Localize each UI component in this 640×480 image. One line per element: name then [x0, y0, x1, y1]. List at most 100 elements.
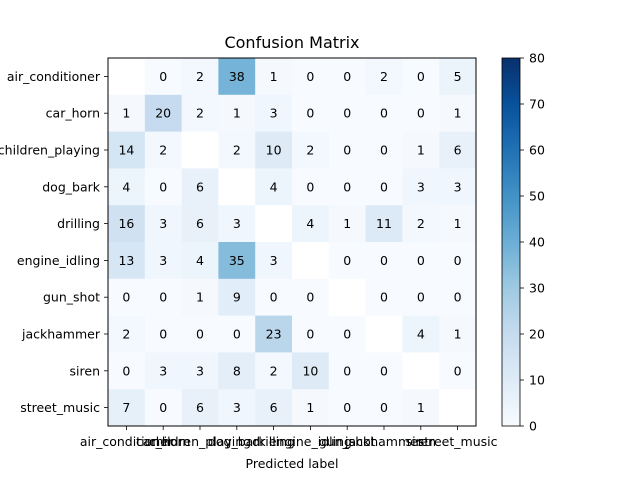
heatmap-cell	[365, 205, 403, 243]
heatmap-cell	[365, 278, 403, 316]
x-tick-label: gun_shot	[319, 434, 376, 449]
heatmap-cell	[365, 168, 403, 206]
heatmap-cell	[144, 352, 182, 390]
cell-value-label: 0	[454, 290, 462, 305]
cell-value-label: 1	[306, 400, 314, 415]
cell-value-label: 0	[380, 253, 388, 268]
cell-value-label: 0	[306, 179, 314, 194]
heatmap-cell	[402, 352, 440, 390]
cell-value-label: 0	[270, 290, 278, 305]
heatmap-cell	[108, 352, 146, 390]
heatmap-cell	[365, 58, 403, 96]
heatmap-cell	[292, 131, 330, 169]
heatmap-cell	[328, 315, 366, 353]
heatmap-cell	[328, 131, 366, 169]
cell-value-label: 0	[343, 400, 351, 415]
x-axis-label: Predicted label	[246, 456, 339, 471]
cell-value-label: 2	[159, 143, 167, 158]
heatmap-cell	[108, 58, 146, 96]
heatmap-cell	[255, 94, 293, 132]
cell-value-label: 35	[229, 253, 245, 268]
cell-value-label: 0	[417, 69, 425, 84]
heatmap-cell	[439, 389, 477, 427]
heatmap-cell	[144, 315, 182, 353]
chart-title: Confusion Matrix	[224, 33, 359, 52]
heatmap-cell	[292, 389, 330, 427]
cell-value-label: 3	[270, 106, 278, 121]
heatmap-cell	[365, 352, 403, 390]
cell-value-label: 2	[306, 143, 314, 158]
cell-value-label: 1	[417, 400, 425, 415]
cell-value-label: 2	[380, 69, 388, 84]
heatmap-cell	[218, 352, 256, 390]
cell-value-label: 0	[343, 106, 351, 121]
heatmap-cell	[439, 205, 477, 243]
heatmap-cell	[292, 58, 330, 96]
heatmap-cell	[328, 352, 366, 390]
heatmap-cell	[255, 58, 293, 96]
heatmap-cell	[365, 389, 403, 427]
heatmap-cell	[402, 58, 440, 96]
heatmap-cell	[108, 315, 146, 353]
cell-value-label: 0	[380, 400, 388, 415]
x-tick-label: jackhammer	[344, 434, 424, 449]
cell-value-label: 0	[343, 179, 351, 194]
colorbar-tick-label: 10	[529, 373, 545, 388]
heatmap-cell	[328, 205, 366, 243]
cell-value-label: 2	[233, 143, 241, 158]
x-tick-label: siren	[406, 434, 436, 449]
x-tick-label: street_music	[418, 434, 498, 449]
heatmap-cell	[402, 131, 440, 169]
heatmap-cell	[328, 58, 366, 96]
heatmap-cell	[144, 168, 182, 206]
heatmap-cell	[402, 278, 440, 316]
cell-value-label: 3	[233, 400, 241, 415]
heatmap-cell	[328, 168, 366, 206]
heatmap-cell	[181, 389, 219, 427]
heatmap-cell	[255, 278, 293, 316]
y-tick-label: jackhammer	[21, 327, 101, 342]
heatmap-cell	[144, 242, 182, 280]
heatmap-cell	[181, 278, 219, 316]
cell-value-label: 1	[233, 106, 241, 121]
cell-value-label: 0	[343, 327, 351, 342]
cell-value-label: 0	[343, 253, 351, 268]
heatmap-cell	[181, 131, 219, 169]
y-tick-label: street_music	[20, 400, 100, 415]
cell-value-label: 0	[417, 253, 425, 268]
colorbar-tick-label: 70	[529, 97, 545, 112]
heatmap-cell	[144, 205, 182, 243]
cell-value-label: 20	[155, 106, 171, 121]
heatmap-cell	[402, 94, 440, 132]
heatmap-cell	[218, 315, 256, 353]
cell-value-label: 0	[306, 106, 314, 121]
heatmap-cell	[365, 131, 403, 169]
cell-value-label: 0	[196, 327, 204, 342]
cell-value-label: 16	[118, 216, 134, 231]
heatmap-cell	[218, 205, 256, 243]
cell-value-label: 0	[159, 290, 167, 305]
cell-value-label: 0	[343, 363, 351, 378]
heatmap-cell	[108, 94, 146, 132]
colorbar-tick-label: 40	[529, 235, 545, 250]
x-tick-label: car_horn	[136, 434, 190, 449]
cell-value-label: 0	[122, 290, 130, 305]
cell-value-label: 6	[196, 400, 204, 415]
heatmap-cell	[255, 315, 293, 353]
cell-value-label: 0	[417, 290, 425, 305]
colorbar-tick-label: 60	[529, 143, 545, 158]
plot-frame	[107, 57, 477, 427]
cell-value-label: 14	[118, 143, 134, 158]
cell-value-label: 0	[380, 363, 388, 378]
cell-value-label: 2	[196, 106, 204, 121]
y-tick-label: engine_idling	[17, 253, 100, 268]
colorbar-gradient	[501, 57, 521, 427]
cell-value-label: 2	[196, 69, 204, 84]
heatmap-cell	[218, 131, 256, 169]
heatmap-cell	[365, 242, 403, 280]
heatmap-cell	[292, 315, 330, 353]
heatmap-cell	[365, 315, 403, 353]
heatmap-cell	[218, 58, 256, 96]
